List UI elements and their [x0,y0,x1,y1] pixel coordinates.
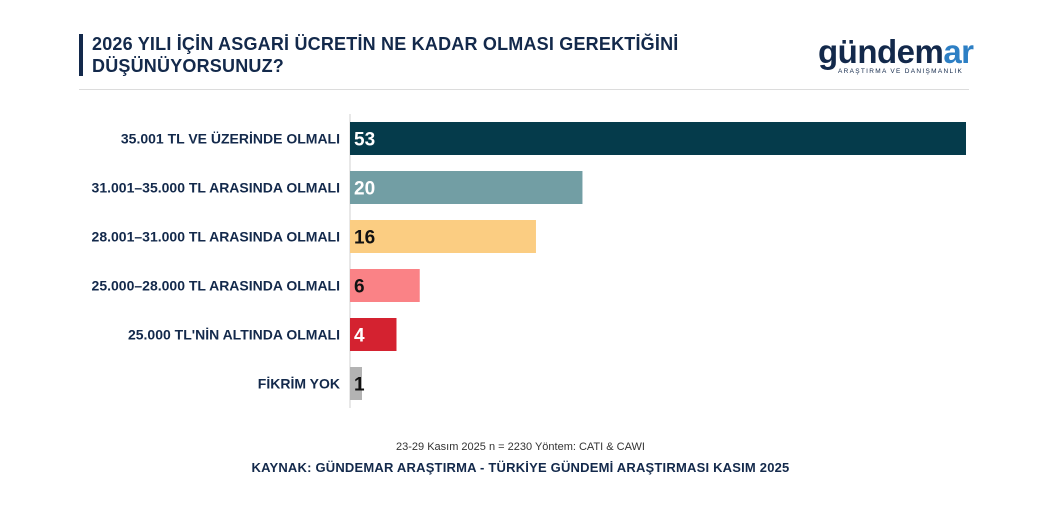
survey-note: 23-29 Kasım 2025 n = 2230 Yöntem: CATI &… [396,441,645,453]
logo-wordmark-accent: ar [943,33,974,70]
bar-chart: 35.001 TL VE ÜZERİNDE OLMALI 53 31.001–35.… [92,114,966,408]
data-label: 53 [354,130,375,151]
category-label: 28.001–31.000 TL ARASINDA OLMALI [92,229,340,245]
category-label: 35.001 TL VE ÜZERİNDE OLMALI [121,131,340,147]
logo-wordmark: gündemar [818,34,974,70]
data-label: 16 [354,228,375,249]
gundemar-logo: gündemar ARAŞTIRMA VE DANIŞMANLIK [818,34,978,80]
logo-subtitle: ARAŞTIRMA VE DANIŞMANLIK [838,68,964,75]
logo-wordmark-prefix: gündem [818,33,944,70]
data-label: 1 [354,375,365,396]
data-label: 6 [354,277,365,298]
bar [350,171,583,204]
bar [350,122,966,155]
category-label: 25.000 TL'NİN ALTINDA OLMALI [128,327,340,343]
bar [350,220,536,253]
category-label: 25.000–28.000 TL ARASINDA OLMALI [92,278,340,294]
bar [350,367,362,400]
bar [350,318,397,351]
category-label: FİKRİM YOK [258,376,340,392]
source-line: KAYNAK: GÜNDEMAR ARAŞTIRMA - TÜRKİYE GÜN… [251,460,790,475]
chart-title: 2026 YILI İÇİN ASGARİ ÜCRETİN NE KADAR O… [92,34,679,76]
data-label: 20 [354,179,375,200]
category-label: 31.001–35.000 TL ARASINDA OLMALI [92,180,340,196]
data-label: 4 [354,326,365,347]
bar [350,269,420,302]
title-accent-bar [79,34,83,76]
header-divider [79,89,969,90]
